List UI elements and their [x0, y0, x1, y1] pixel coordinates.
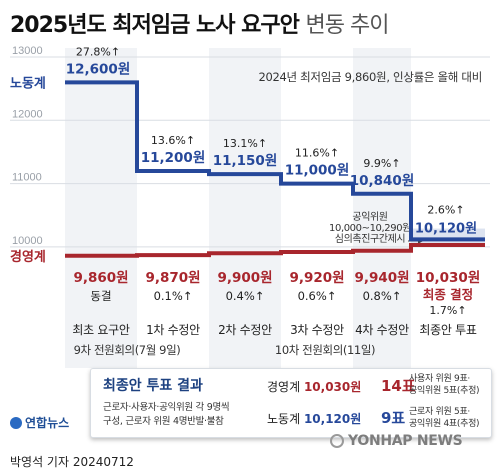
yonhap-logo: 연합뉴스	[10, 414, 69, 431]
management-rate-0: 동결	[90, 289, 111, 303]
note-text: 2024년 최저임금 9,860원, 인상률은 올해 대비	[258, 70, 482, 84]
chart: 10000 11000 12000 13000 2024년 최저임금 9,860원, 인…	[10, 45, 490, 368]
management-vote-detail-2: 공익위원 5표(추정)	[409, 386, 480, 396]
labor-vote-detail: 근로자 위원 5표· 공익위원 4표(추정)	[409, 406, 480, 430]
management-value-1: 9,870원	[145, 270, 200, 286]
public-band-text-1: 10,000~10,290원	[329, 222, 411, 234]
watermark: YONHAP NEWS	[330, 433, 463, 449]
management-rate-2: 0.4%↑	[226, 289, 265, 303]
management-vote-amount: 10,030원	[303, 380, 362, 394]
management-vote-detail-1: 사용자 위원 9표·	[409, 374, 470, 384]
public-band-text-2: 심의촉진구간제시	[335, 233, 405, 245]
labor-value-0: 12,600원	[66, 61, 131, 77]
final-decision-tag: 최종 결정	[423, 287, 473, 302]
management-rate-1: 0.1%↑	[154, 289, 193, 303]
management-series-name: 경영계	[10, 249, 46, 265]
watermark-icon	[330, 434, 344, 448]
stage-label-2: 2차 수정안	[218, 323, 272, 337]
labor-value-4: 10,840원	[350, 173, 415, 189]
stage-label-3: 3차 수정안	[290, 323, 344, 337]
management-value-3: 9,920원	[289, 270, 344, 286]
y-tick-label-3: 13000	[12, 45, 43, 57]
labor-rate-1: 13.6%↑	[151, 134, 195, 147]
vote-result-box: 최종안 투표 결과 근로자·사용자·공익위원 각 9명씩 구성, 근로자 위원 …	[90, 368, 492, 438]
management-value-0: 9,860원	[73, 270, 128, 286]
management-rate-5: 1.7%↑	[429, 304, 466, 317]
stage-label-5: 최종안 투표	[419, 323, 476, 337]
watermark-text: YONHAP NEWS	[348, 433, 463, 449]
management-value-5: 10,030원	[416, 270, 481, 286]
stage-label-1: 1차 수정안	[146, 323, 200, 337]
labor-vote-detail-2: 공익위원 4표(추정)	[409, 419, 480, 429]
column-bg-2	[209, 48, 281, 368]
vote-box-note-1: 근로자·사용자·공익위원 각 9명씩	[103, 402, 230, 413]
labor-value-2: 11,150원	[213, 153, 278, 169]
labor-value-5: 10,120원	[415, 221, 477, 236]
labor-vote-name: 노동계	[267, 412, 301, 426]
labor-vote-detail-1: 근로자 위원 5표·	[409, 407, 470, 417]
column-bg-0	[65, 48, 137, 368]
management-value-4: 9,940원	[354, 270, 409, 286]
labor-vote-count: 9표	[381, 409, 406, 427]
management-vote-label: 경영계 10,030원	[267, 378, 361, 395]
meeting-label-1: 10차 전원회의(11일)	[275, 343, 375, 357]
title-bold: 2025년도 최저임금 노사 요구안	[10, 13, 300, 38]
labor-rate-5: 2.6%↑	[427, 203, 464, 216]
labor-vote-amount: 10,120원	[303, 412, 362, 426]
vote-box-note-2: 구성, 근로자 위원 4명반발·불참	[103, 416, 224, 427]
management-line	[65, 243, 485, 258]
yonhap-logo-text: 연합뉴스	[25, 416, 70, 430]
y-tick-label-0: 10000	[12, 235, 43, 247]
yonhap-logo-icon	[10, 417, 22, 429]
y-tick-label-1: 11000	[12, 172, 42, 184]
labor-series-name: 노동계	[10, 76, 46, 91]
management-vote-detail: 사용자 위원 9표· 공익위원 5표(추정)	[409, 373, 480, 397]
chart-title: 2025년도 최저임금 노사 요구안 변동 추이	[10, 7, 389, 39]
labor-rate-2: 13.1%↑	[223, 137, 267, 150]
stage-label-4: 4차 수정안	[355, 323, 409, 337]
y-tick-label-2: 12000	[12, 108, 43, 120]
labor-rate-4: 9.9%↑	[363, 157, 400, 170]
management-rate-4: 0.8%↑	[363, 289, 402, 303]
stage-label-0: 최초 요구안	[72, 323, 129, 337]
labor-value-1: 11,200원	[141, 150, 206, 166]
management-value-2: 9,900원	[217, 270, 272, 286]
labor-rate-0: 27.8%↑	[76, 45, 120, 58]
title-light: 변동 추이	[305, 13, 390, 38]
labor-rate-3: 11.6%↑	[295, 147, 339, 160]
management-vote-count: 14표	[381, 377, 416, 395]
labor-line	[65, 80, 485, 242]
credit-line: 박영석 기자 20240712	[10, 455, 134, 469]
vote-box-title: 최종안 투표 결과	[103, 378, 203, 394]
public-band-text-0: 공익위원	[352, 210, 387, 223]
labor-value-3: 11,000원	[285, 163, 350, 179]
management-vote-name: 경영계	[267, 380, 301, 394]
management-rate-3: 0.6%↑	[298, 289, 337, 303]
labor-vote-label: 노동계 10,120원	[267, 410, 361, 427]
meeting-label-0: 9차 전원회의(7월 9일)	[74, 343, 181, 357]
column-bg-4	[353, 48, 411, 368]
